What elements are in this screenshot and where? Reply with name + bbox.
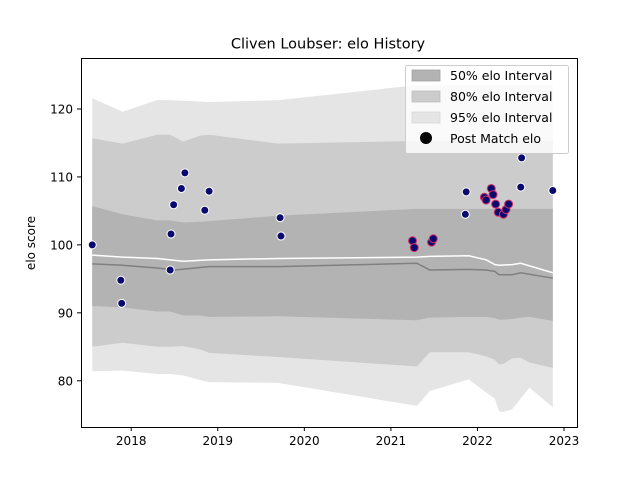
legend-swatch-50 bbox=[411, 69, 441, 82]
post-match-elo-point bbox=[460, 209, 470, 219]
post-match-elo-point bbox=[548, 186, 558, 196]
plot-area bbox=[87, 85, 558, 413]
legend-label-95: 95% elo Interval bbox=[450, 110, 552, 125]
legend-label-50: 50% elo Interval bbox=[450, 68, 552, 83]
post-match-elo-point bbox=[204, 186, 214, 196]
post-match-elo-point bbox=[491, 199, 501, 209]
post-match-elo-point bbox=[169, 200, 179, 210]
legend-frame bbox=[405, 65, 569, 154]
post-match-elo-point bbox=[461, 187, 471, 197]
legend-label-post-match: Post Match elo bbox=[450, 131, 541, 146]
post-match-elo-point bbox=[504, 199, 514, 209]
mean-elo-line bbox=[92, 254, 553, 274]
band-50 bbox=[92, 206, 553, 321]
post-match-elo-point bbox=[116, 275, 126, 285]
median-elo-line bbox=[92, 262, 553, 279]
post-match-elo-point bbox=[176, 183, 186, 193]
post-match-elo-point bbox=[165, 265, 175, 275]
y-tick-label: 80 bbox=[58, 374, 73, 388]
post-match-elo-point bbox=[428, 234, 438, 244]
y-tick-label: 110 bbox=[50, 170, 73, 184]
y-tick-label: 120 bbox=[50, 102, 73, 116]
y-axis-label: elo score bbox=[24, 216, 38, 270]
post-match-elo-point bbox=[87, 240, 97, 250]
x-tick-label: 2018 bbox=[116, 434, 147, 448]
x-tick-label: 2023 bbox=[549, 434, 580, 448]
axes-frame bbox=[81, 58, 578, 428]
y-tick-label: 100 bbox=[50, 238, 73, 252]
post-match-elo-point bbox=[166, 229, 176, 239]
chart-title: Cliven Loubser: elo History bbox=[231, 37, 426, 53]
x-tick-label: 2022 bbox=[462, 434, 493, 448]
post-match-elo-point bbox=[481, 195, 491, 205]
legend: 50% elo Interval 80% elo Interval 95% el… bbox=[405, 65, 569, 154]
post-match-elo-point bbox=[488, 190, 498, 200]
x-tick-label: 2019 bbox=[202, 434, 233, 448]
post-match-elo-point bbox=[200, 205, 210, 215]
post-match-elo-point bbox=[117, 298, 127, 308]
legend-swatch-80 bbox=[411, 90, 441, 103]
post-match-elo-point bbox=[180, 168, 190, 178]
axes: 2018 2019 2020 2021 2022 2023 80 90 100 110 120 bbox=[50, 58, 580, 448]
post-match-elo-point bbox=[409, 243, 419, 253]
legend-label-80: 80% elo Interval bbox=[450, 89, 552, 104]
post-match-elo-point bbox=[516, 182, 526, 192]
post-match-elo-point bbox=[276, 231, 286, 241]
x-tick-label: 2021 bbox=[376, 434, 407, 448]
post-match-elo-point bbox=[517, 153, 527, 163]
legend-marker-post-match bbox=[420, 132, 432, 144]
x-tick-label: 2020 bbox=[289, 434, 320, 448]
y-tick-label: 90 bbox=[58, 306, 73, 320]
post-match-elo-point bbox=[275, 213, 285, 223]
legend-swatch-95 bbox=[411, 111, 441, 124]
